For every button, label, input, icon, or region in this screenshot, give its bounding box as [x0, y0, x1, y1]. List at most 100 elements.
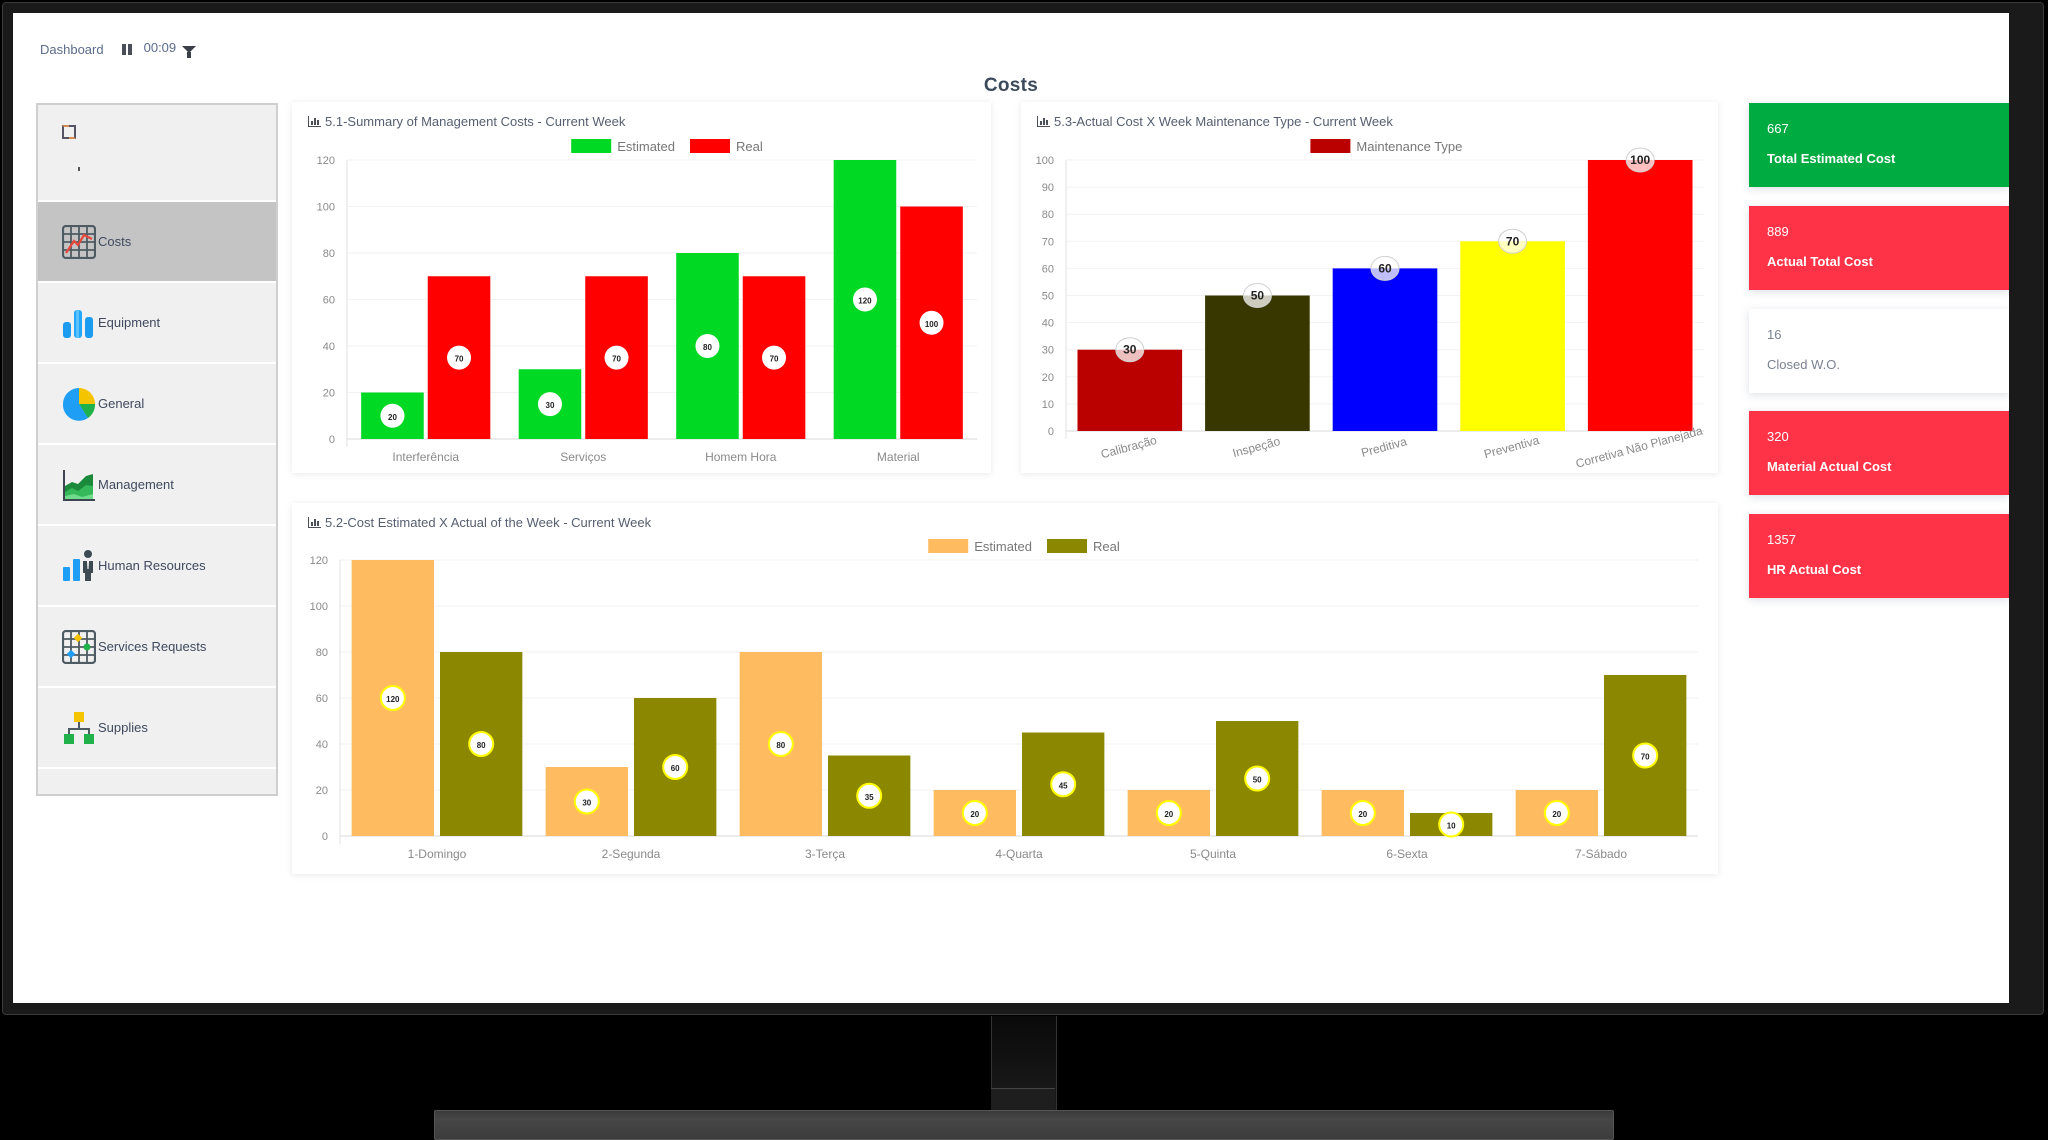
sidebar-item-human-resources[interactable]: Human Resources — [38, 526, 276, 607]
legend-item-estimated[interactable]: Estimated — [928, 539, 1032, 554]
sidebar-item-equipment[interactable]: Equipment — [38, 283, 276, 364]
y-tick-label: 80 — [316, 647, 328, 659]
y-tick-label: 20 — [1042, 372, 1054, 384]
bar-chart-icon — [308, 116, 321, 127]
bar-chart: 0 20 40 60 80 100 120 Estimated Real 120 80 1-Domin… — [310, 539, 1698, 861]
y-tick-label: 60 — [1042, 263, 1054, 275]
svg-text:Real: Real — [736, 139, 763, 154]
y-tick-label: 60 — [316, 693, 328, 705]
y-tick-label: 60 — [323, 295, 335, 307]
bar-chart-icon — [1037, 116, 1050, 127]
chart-title: 5.1-Summary of Management Costs - Curren… — [308, 114, 625, 129]
legend-item-real[interactable]: Real — [690, 139, 763, 154]
kpi-material-actual-cost[interactable]: 320 Material Actual Cost — [1749, 411, 2009, 495]
y-tick-label: 20 — [316, 785, 328, 797]
bar-value-label: 70 — [612, 355, 621, 364]
bar-value-label: 50 — [1253, 776, 1262, 785]
monitor-stand-base — [434, 1110, 1614, 1140]
kpi-value: 667 — [1767, 121, 1789, 136]
kpi-label: Total Estimated Cost — [1767, 151, 1896, 166]
x-tick-label: Serviços — [560, 450, 606, 464]
x-tick-label: 1-Domingo — [408, 847, 467, 861]
x-tick-label: 4-Quarta — [995, 847, 1043, 861]
x-tick-label: 7-Sábado — [1575, 847, 1627, 861]
bar-maintenance-type[interactable] — [1205, 295, 1310, 432]
kpi-hr-actual-cost[interactable]: 1357 HR Actual Cost — [1749, 514, 2009, 598]
pause-icon[interactable] — [121, 43, 132, 55]
bar-value-label: 70 — [1641, 753, 1650, 762]
sidebar-item-management[interactable]: Management — [38, 445, 276, 526]
y-tick-label: 10 — [1042, 399, 1054, 411]
chart-title: 5.3-Actual Cost X Week Maintenance Type … — [1037, 114, 1393, 129]
refresh-timer: 00:09 — [143, 39, 177, 55]
x-tick-label: Preventiva — [1482, 433, 1541, 461]
bar-value-label: 35 — [865, 793, 874, 802]
chart-card-management-costs: 5.1-Summary of Management Costs - Curren… — [292, 102, 991, 473]
services-requests-grid-icon — [62, 629, 96, 664]
bar-value-label: 80 — [703, 343, 712, 352]
y-tick-label: 80 — [323, 248, 335, 260]
x-tick-label: 3-Terça — [805, 847, 845, 861]
sidebar-item-label: Human Resources — [98, 558, 206, 573]
x-tick-label: 2-Segunda — [602, 847, 661, 861]
bar-value-label: 10 — [1447, 822, 1456, 831]
x-tick-label: Material — [877, 450, 920, 464]
y-tick-label: 100 — [1036, 155, 1054, 167]
bar-value-label: 70 — [1506, 234, 1520, 248]
sidebar-item-services-requests[interactable]: Services Requests — [38, 607, 276, 688]
kpi-value: 889 — [1767, 224, 1789, 239]
kpi-label: Closed W.O. — [1767, 357, 1840, 372]
y-tick-label: 50 — [1042, 291, 1054, 303]
x-tick-label: Preditiva — [1360, 434, 1409, 460]
kpi-closed-work-orders[interactable]: 16 Closed W.O. — [1749, 309, 2009, 393]
bar-value-label: 60 — [1378, 261, 1392, 275]
chart-card-weekly-cost: 5.2-Cost Estimated X Actual of the Week … — [292, 503, 1718, 874]
y-tick-label: 0 — [322, 831, 328, 843]
management-area-chart-icon — [63, 469, 95, 501]
bar-maintenance-type[interactable] — [1332, 268, 1438, 431]
sidebar-item-label: General — [98, 396, 145, 411]
sidebar-item-costs[interactable]: Costs — [38, 202, 276, 283]
general-pie-icon — [62, 387, 96, 421]
bar-value-label: 50 — [1251, 289, 1265, 303]
bar-value-label: 60 — [671, 764, 680, 773]
legend-item-maintenance-type[interactable]: Maintenance Type — [1310, 139, 1462, 154]
svg-text:Real: Real — [1093, 539, 1120, 554]
kpi-total-estimated-cost[interactable]: 667 Total Estimated Cost — [1749, 103, 2009, 187]
costs-grid-chart-icon — [62, 224, 96, 259]
y-tick-label: 20 — [323, 388, 335, 400]
bar-chart: 0 10 20 30 40 50 60 70 80 90 100 Maintenance Type 30… — [1036, 139, 1704, 471]
bar-value-label: 80 — [477, 741, 486, 750]
bar-value-label: 100 — [925, 320, 939, 329]
sidebar: Costs Equipment General — [36, 103, 278, 796]
legend-item-real[interactable]: Real — [1047, 539, 1120, 554]
y-tick-label: 100 — [310, 601, 328, 613]
sidebar-item-label: Equipment — [98, 315, 161, 330]
y-tick-label: 30 — [1042, 345, 1054, 357]
legend-item-estimated[interactable]: Estimated — [571, 139, 675, 154]
sidebar-item-supplies[interactable]: Supplies — [38, 688, 276, 769]
kpi-actual-total-cost[interactable]: 889 Actual Total Cost — [1749, 206, 2009, 290]
kpi-value: 16 — [1767, 327, 1782, 342]
top-bar: Dashboard 00:09 — [40, 37, 197, 61]
bar-maintenance-type[interactable] — [1077, 349, 1183, 431]
bar-value-label: 30 — [582, 799, 591, 808]
y-tick-label: 120 — [317, 155, 335, 167]
svg-text:Estimated: Estimated — [974, 539, 1032, 554]
bar-value-label: 80 — [776, 741, 785, 750]
y-tick-label: 90 — [1042, 182, 1054, 194]
sidebar-header — [38, 105, 276, 202]
y-tick-label: 40 — [323, 341, 335, 353]
human-resources-icon — [63, 549, 93, 581]
y-tick-label: 100 — [317, 202, 335, 214]
sidebar-item-general[interactable]: General — [38, 364, 276, 445]
bar-maintenance-type[interactable] — [1460, 241, 1565, 431]
bar-maintenance-type[interactable] — [1587, 160, 1693, 431]
supplies-hierarchy-icon — [64, 711, 94, 744]
kpi-label: HR Actual Cost — [1767, 562, 1862, 577]
fullscreen-expand-icon[interactable] — [62, 125, 76, 139]
bar-value-label: 120 — [386, 695, 400, 704]
sidebar-item-label: Services Requests — [98, 639, 207, 654]
filter-icon[interactable] — [182, 45, 197, 58]
breadcrumb-dashboard[interactable]: Dashboard — [40, 41, 104, 57]
